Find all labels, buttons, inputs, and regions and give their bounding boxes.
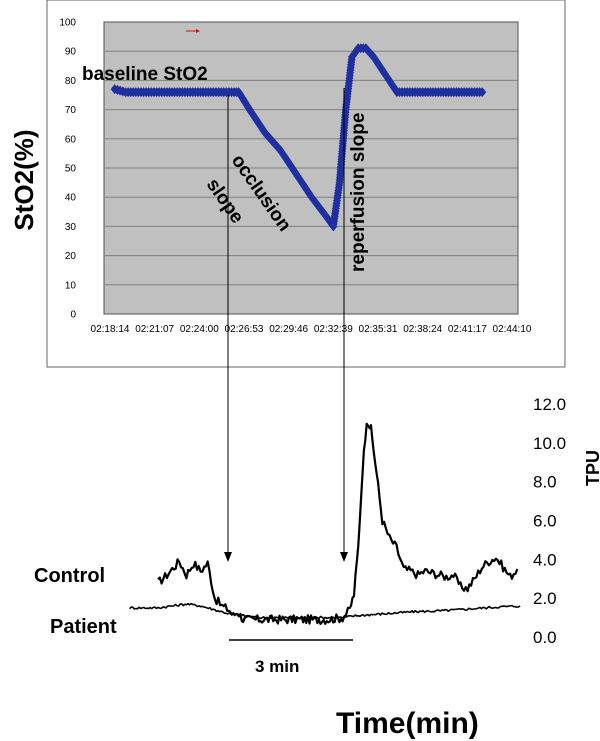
reperfusion-arrow: [340, 88, 348, 562]
tpu-tick-label: 0.0: [533, 628, 557, 647]
sto2-series: [110, 43, 487, 232]
tpu-tick-label: 6.0: [533, 512, 557, 531]
x-tick-label: 02:41:17: [448, 324, 487, 335]
y-tick-label: 20: [65, 251, 77, 262]
bottom-x-label: Time(min): [336, 707, 479, 740]
x-tick-label: 02:32:39: [314, 324, 353, 335]
tpu-tick-label: 2.0: [533, 589, 557, 608]
y-tick-label: 10: [65, 280, 77, 291]
top-y-tick-labels: 0 10 20 30 40 50 60 70 80 90 100: [59, 18, 76, 321]
x-tick-label: 02:21:07: [135, 324, 174, 335]
control-line: [157, 422, 519, 626]
y-tick-label: 90: [65, 47, 77, 58]
y-tick-label: 30: [65, 222, 77, 233]
x-tick-label: 02:26:53: [225, 324, 264, 335]
x-tick-label: 02:18:14: [91, 324, 130, 335]
x-tick-label: 02:44:10: [493, 324, 532, 335]
x-tick-label: 02:38:24: [403, 324, 442, 335]
bottom-y-label: TPU: [583, 450, 600, 486]
tpu-series: [129, 422, 521, 626]
red-arrow-icon: [186, 29, 200, 33]
x-tick-label: 02:24:00: [180, 324, 219, 335]
y-tick-label: 50: [65, 164, 77, 175]
scale-bar-label: 3 min: [255, 657, 299, 676]
annotation-reperfusion: reperfusion slope: [348, 113, 369, 272]
y-tick-label: 70: [65, 105, 77, 116]
y-tick-label: 40: [65, 193, 77, 204]
top-gridlines: [104, 50, 518, 286]
y-tick-label: 0: [70, 310, 76, 321]
top-y-label: StO2(%): [9, 129, 39, 230]
patient-line: [129, 602, 521, 620]
legend-control: Control: [34, 565, 105, 587]
y-tick-label: 100: [59, 18, 76, 29]
x-tick-label: 02:35:31: [359, 324, 398, 335]
data-point: [478, 87, 487, 98]
annotation-baseline: baseline StO2: [82, 64, 208, 85]
tpu-tick-label: 12.0: [533, 395, 566, 414]
y-tick-label: 80: [65, 76, 77, 87]
tpu-tick-label: 8.0: [533, 473, 557, 492]
top-x-tick-labels: 02:18:14 02:21:07 02:24:00 02:26:53 02:29:46…: [91, 324, 532, 335]
tpu-y-tick-labels: 0.0 2.0 4.0 6.0 8.0 10.0 12.0: [533, 395, 566, 647]
tpu-tick-label: 10.0: [533, 434, 566, 453]
tpu-tick-label: 4.0: [533, 550, 557, 569]
y-tick-label: 60: [65, 134, 77, 145]
x-tick-label: 02:29:46: [269, 324, 308, 335]
legend-patient: Patient: [50, 616, 117, 638]
occlusion-arrow: [224, 95, 232, 562]
